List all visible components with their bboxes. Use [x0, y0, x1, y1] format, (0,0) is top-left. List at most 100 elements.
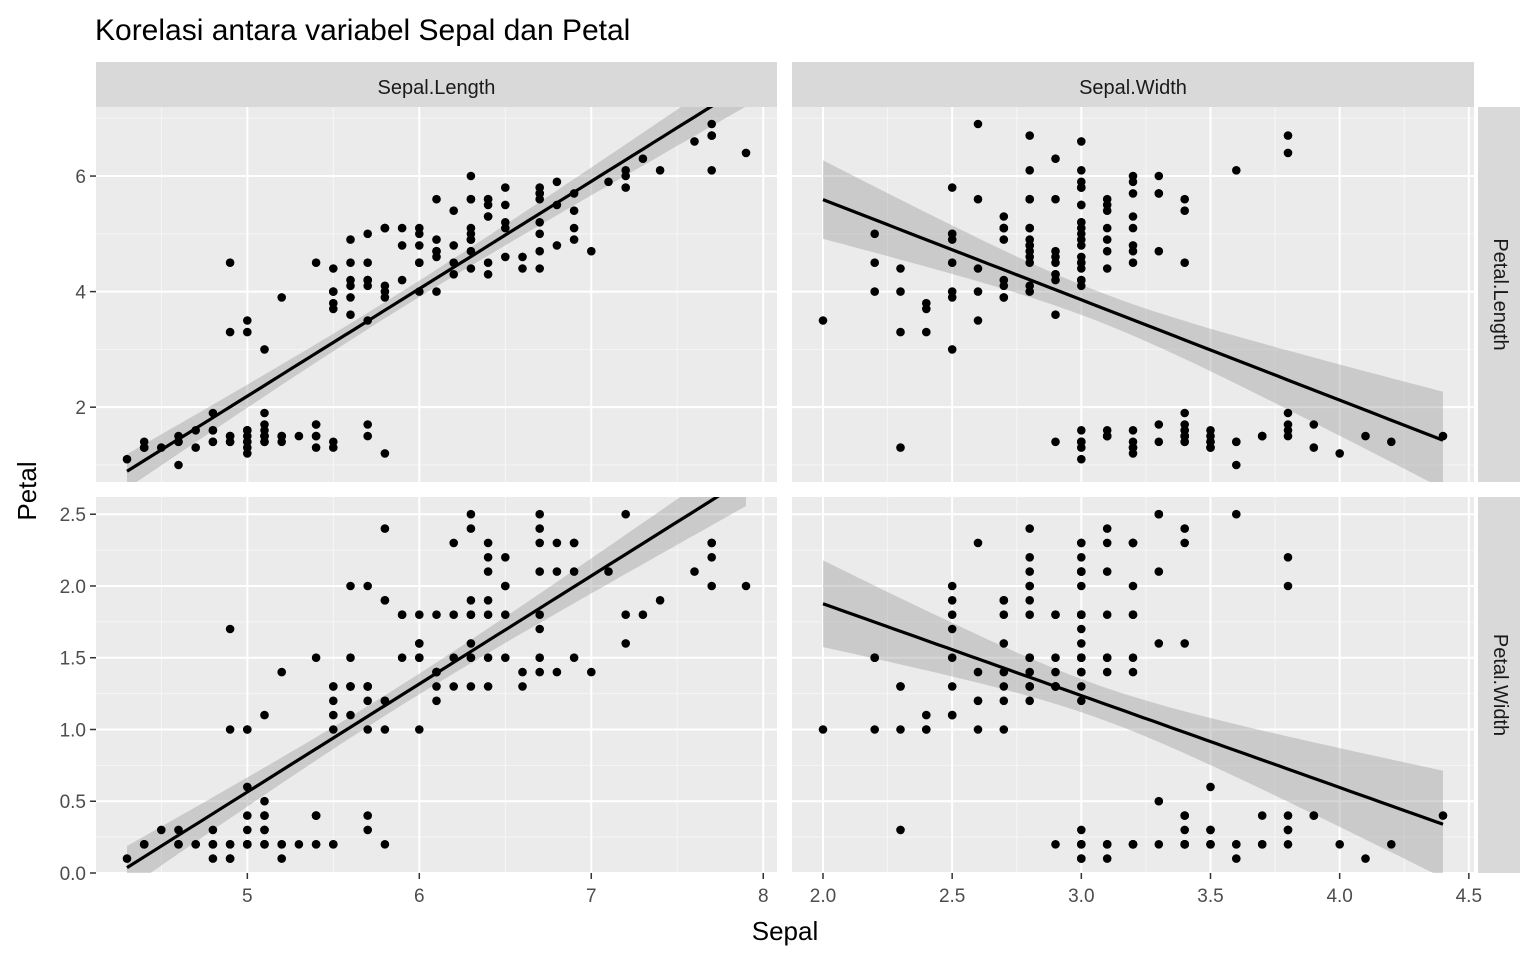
y-tick-label: 0.5 [60, 792, 86, 813]
data-point [1102, 206, 1112, 215]
data-point [415, 241, 424, 250]
regression-line [126, 107, 714, 473]
data-point [466, 524, 476, 533]
data-point [397, 653, 407, 662]
data-point [973, 696, 983, 706]
confidence-band [823, 560, 1443, 873]
data-point [1077, 137, 1086, 146]
data-point [1102, 854, 1112, 863]
data-point [1102, 431, 1112, 441]
data-point [225, 840, 235, 849]
data-point [139, 840, 149, 849]
data-point [621, 639, 630, 648]
data-point [518, 682, 527, 691]
data-point [1025, 194, 1034, 204]
data-point [1335, 449, 1344, 458]
data-point [1232, 840, 1241, 849]
data-point [1025, 696, 1034, 706]
data-point [1025, 553, 1034, 562]
data-point [1025, 596, 1034, 605]
data-point [535, 509, 544, 519]
data-point [1206, 782, 1215, 792]
y-axis-title: Petal [12, 461, 42, 520]
data-point [1128, 212, 1138, 221]
data-point [415, 653, 424, 662]
data-point [638, 154, 648, 163]
data-point [1283, 811, 1293, 820]
data-point [363, 281, 373, 291]
data-point [466, 653, 476, 662]
data-point [896, 287, 905, 296]
data-point [1283, 581, 1293, 591]
y-tick-label: 4 [75, 283, 86, 304]
data-point [922, 710, 931, 720]
data-point [1025, 241, 1034, 250]
data-point [311, 811, 321, 820]
data-point [569, 538, 579, 548]
data-point [1387, 840, 1396, 849]
data-point [1077, 553, 1086, 562]
data-point [587, 246, 596, 256]
data-point [1025, 131, 1034, 140]
data-point [225, 327, 235, 337]
data-point [621, 509, 630, 519]
data-point [741, 581, 751, 591]
data-point [1025, 667, 1034, 677]
data-point [518, 264, 527, 273]
data-point [655, 166, 665, 175]
data-point [260, 710, 269, 720]
data-point [397, 241, 407, 250]
data-point [346, 653, 355, 662]
data-point [569, 235, 579, 244]
data-point [1102, 194, 1112, 204]
data-point [1102, 223, 1112, 233]
data-point [535, 624, 544, 634]
data-point [363, 229, 373, 239]
data-point [999, 696, 1009, 706]
data-point [415, 725, 424, 734]
data-point [260, 825, 269, 835]
data-point [311, 431, 321, 441]
data-point [999, 725, 1009, 734]
strip-label-petal-width: Petal.Width [1489, 634, 1511, 736]
data-point [346, 258, 355, 268]
data-point [569, 567, 579, 576]
data-point [225, 725, 235, 734]
data-point [1283, 825, 1293, 835]
data-point [999, 235, 1009, 244]
data-point [896, 825, 905, 835]
data-point [818, 725, 828, 734]
data-point [1128, 538, 1138, 548]
data-point [329, 264, 338, 273]
data-point [973, 194, 983, 204]
data-point [329, 304, 338, 314]
data-point [380, 725, 390, 734]
data-point [1232, 437, 1241, 447]
data-point [569, 206, 579, 215]
data-point [208, 437, 218, 447]
y-tick-label: 1.5 [60, 649, 86, 670]
regression-line [822, 198, 1444, 442]
data-point [1102, 840, 1112, 849]
data-point [818, 316, 828, 325]
data-point [501, 653, 510, 662]
data-point [707, 553, 716, 562]
data-point [139, 443, 149, 452]
data-point [1051, 437, 1060, 447]
data-point [535, 667, 544, 677]
y-tick-label: 2 [75, 398, 86, 419]
data-point [483, 567, 493, 576]
data-point [346, 310, 355, 320]
data-point [947, 653, 957, 662]
data-point [449, 241, 459, 250]
data-point [1361, 854, 1370, 863]
data-point [569, 223, 579, 233]
data-point [690, 567, 699, 576]
data-point [1232, 166, 1241, 175]
data-point [346, 275, 355, 285]
data-point [621, 171, 630, 181]
data-point [1102, 524, 1112, 533]
data-point [1180, 811, 1189, 820]
data-point [1180, 194, 1189, 204]
data-point [1051, 310, 1060, 320]
